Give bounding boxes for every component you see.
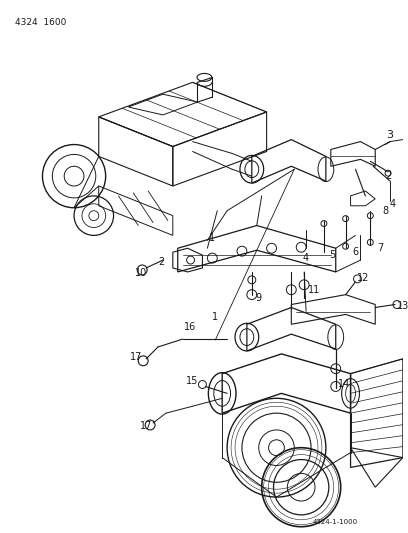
Text: 2: 2 (158, 257, 164, 267)
Text: 4324-1-1000: 4324-1-1000 (313, 519, 358, 524)
Text: 15: 15 (186, 376, 199, 385)
Text: 7: 7 (377, 243, 383, 253)
Text: 17: 17 (140, 421, 152, 431)
Text: 10: 10 (135, 268, 147, 278)
Text: 13: 13 (397, 302, 408, 311)
Text: 6: 6 (353, 247, 359, 257)
Text: 17: 17 (130, 352, 142, 362)
Text: 4: 4 (303, 253, 309, 263)
Text: 1: 1 (209, 233, 215, 244)
Text: 1: 1 (212, 312, 218, 322)
Text: 3: 3 (386, 130, 394, 140)
Text: 8: 8 (382, 206, 388, 216)
Text: 11: 11 (308, 285, 320, 295)
Text: 9: 9 (256, 293, 262, 303)
Text: 4: 4 (390, 199, 396, 209)
Text: 14: 14 (337, 378, 350, 389)
Text: 2: 2 (385, 171, 391, 181)
Text: 5: 5 (330, 250, 336, 260)
Text: 12: 12 (357, 273, 370, 283)
Text: 16: 16 (184, 322, 196, 332)
Text: 4324  1600: 4324 1600 (15, 18, 66, 27)
